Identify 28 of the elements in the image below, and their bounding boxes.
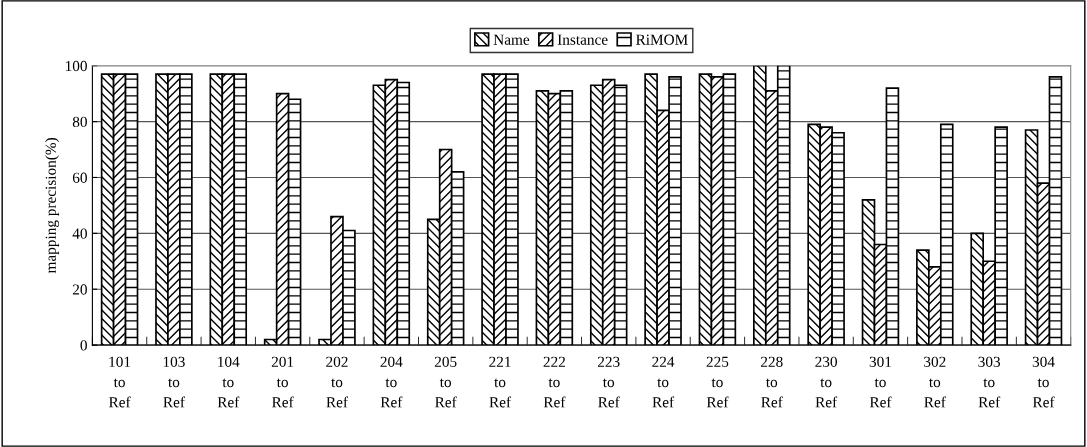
x-tick-label: 223 to Ref	[597, 356, 620, 408]
x-tick-label: 230 to Ref	[815, 356, 838, 408]
x-tick-label: 301 to Ref	[869, 356, 892, 408]
x-tick-label: 221 to Ref	[489, 356, 512, 408]
x-tick-label: 303 to Ref	[978, 356, 1001, 408]
x-tick-label: 302 to Ref	[924, 356, 946, 408]
y-tick-label: 20	[72, 284, 87, 295]
legend-label: Instance	[557, 34, 608, 45]
x-tick-label: 225 to Ref	[706, 356, 729, 408]
y-tick-label: 100	[65, 60, 87, 72]
x-tick-label: 204 to Ref	[380, 356, 403, 408]
legend-label: Name	[493, 34, 530, 45]
legend-label: RiMOM	[636, 34, 688, 45]
x-tick-label: 101 to Ref	[108, 356, 131, 408]
x-tick-label: 103 to Ref	[163, 356, 185, 408]
x-tick-label: 304 to Ref	[1032, 356, 1055, 408]
y-tick-label: 80	[72, 116, 87, 128]
y-tick-label: 40	[72, 228, 87, 239]
x-tick-label: 224 to Ref	[652, 356, 675, 408]
y-tick-label: 0	[80, 340, 87, 351]
x-tick-label: 228 to Ref	[760, 356, 783, 408]
x-tick-label: 222 to Ref	[543, 356, 566, 408]
x-tick-label: 202 to Ref	[326, 356, 348, 408]
x-tick-label: 104 to Ref	[217, 356, 240, 408]
y-axis-title: mapping precision(%)	[45, 137, 60, 274]
x-tick-label: 205 to Ref	[434, 356, 457, 408]
x-tick-label: 201 to Ref	[271, 356, 294, 408]
y-tick-label: 60	[72, 172, 87, 183]
